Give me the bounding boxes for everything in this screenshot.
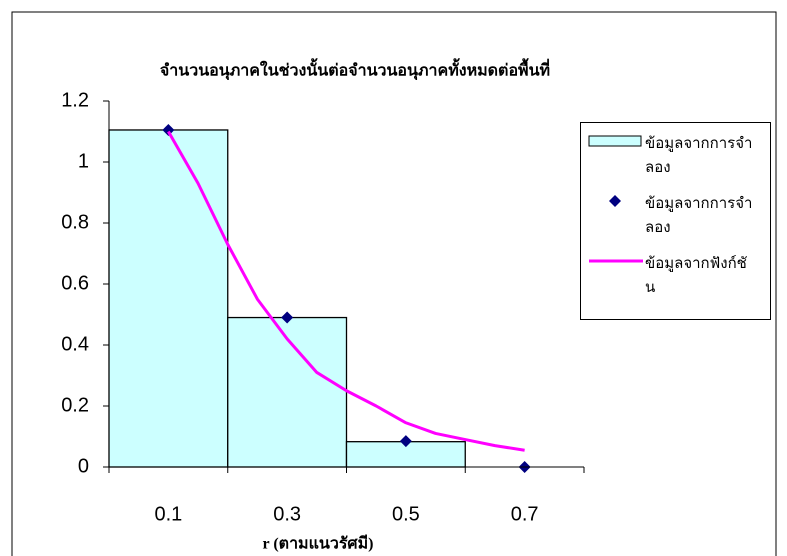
y-tick-label: 0.4 — [61, 333, 89, 355]
x-tick-label: 0.1 — [154, 503, 182, 525]
legend-label: ข้อมูลจากการจำลอง — [645, 191, 757, 239]
legend-swatch — [587, 191, 645, 211]
legend-swatch — [587, 131, 645, 151]
x-tick-label: 0.7 — [511, 503, 539, 525]
y-tick-label: 0.2 — [61, 394, 89, 416]
x-tick-label: 0.5 — [392, 503, 420, 525]
legend-item: ข้อมูลจากการจำลอง — [587, 131, 766, 179]
bar — [109, 130, 228, 467]
x-axis-label: r (ตามแนวรัศมี) — [263, 534, 374, 553]
chart-title: จำนวนอนุภาคในช่วงนั้นต่อจำนวนอนุภาคทั้งห… — [160, 58, 550, 81]
page: จำนวนอนุภาคในช่วงนั้นต่อจำนวนอนุภาคทั้งห… — [0, 0, 787, 556]
x-tick-label: 0.3 — [273, 503, 301, 525]
legend-item: ข้อมูลจากฟังก์ชัน — [587, 251, 766, 299]
y-tick-label: 1.2 — [61, 89, 89, 111]
y-tick-label: 0.8 — [61, 211, 89, 233]
legend: ข้อมูลจากการจำลองข้อมูลจากการจำลองข้อมูล… — [580, 122, 771, 320]
legend-item: ข้อมูลจากการจำลอง — [587, 191, 766, 239]
y-tick-label: 1 — [78, 150, 89, 172]
y-tick-label: 0 — [78, 455, 89, 477]
legend-swatch — [587, 251, 645, 271]
legend-label: ข้อมูลจากฟังก์ชัน — [645, 251, 757, 299]
legend-label: ข้อมูลจากการจำลอง — [645, 131, 757, 179]
swatch — [589, 136, 641, 146]
y-tick-label: 0.6 — [61, 272, 89, 294]
swatch — [609, 195, 621, 207]
